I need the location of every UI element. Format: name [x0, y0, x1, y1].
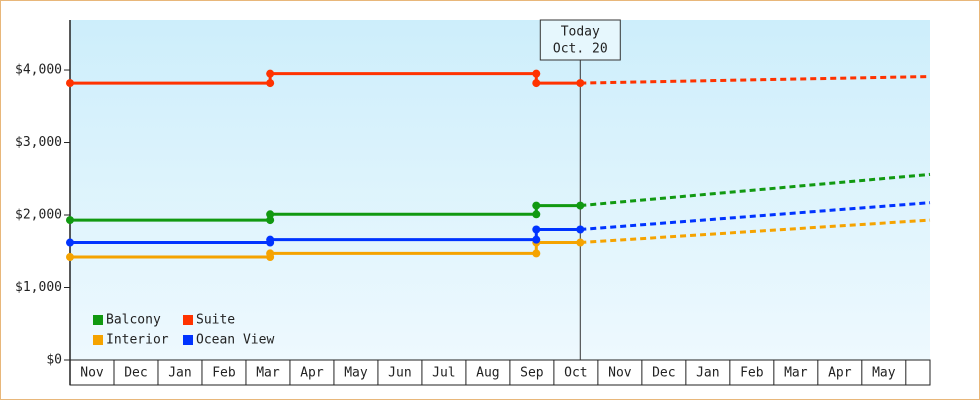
- y-tick-label: $0: [46, 353, 62, 368]
- point: [532, 225, 541, 234]
- x-tick-label: Dec: [652, 366, 675, 381]
- legend-label: Balcony: [106, 313, 161, 328]
- forecast-line: [580, 172, 931, 208]
- point: [576, 201, 585, 210]
- x-tick-label: Nov: [80, 366, 104, 381]
- legend-swatch: [93, 335, 103, 345]
- x-tick-label: Nov: [608, 366, 632, 381]
- x-tick-label: Apr: [300, 366, 324, 381]
- legend-swatch: [183, 335, 193, 345]
- point: [532, 210, 541, 219]
- plot-area: [70, 20, 930, 360]
- forecast-line: [580, 201, 931, 232]
- point: [266, 79, 275, 88]
- legend-swatch: [93, 315, 103, 325]
- y-tick-label: $2,000: [15, 208, 62, 223]
- x-tick-label: Jan: [696, 366, 719, 381]
- x-tick-label: Dec: [124, 366, 147, 381]
- y-tick-label: $4,000: [15, 63, 62, 78]
- x-tick-label: Feb: [740, 366, 764, 381]
- point: [532, 69, 541, 78]
- point: [66, 79, 74, 88]
- x-tick-label: May: [872, 366, 896, 381]
- legend-label: Suite: [196, 313, 235, 328]
- x-tick-label: Sep: [520, 366, 544, 381]
- x-tick-label: Jul: [432, 366, 455, 381]
- point: [66, 253, 74, 262]
- point: [532, 235, 541, 244]
- legend-label: Ocean View: [196, 333, 274, 348]
- point: [266, 210, 275, 219]
- forecast-line: [580, 218, 931, 245]
- point: [532, 201, 541, 210]
- point: [266, 69, 275, 78]
- point: [266, 216, 275, 225]
- x-tick-label: Mar: [256, 366, 280, 381]
- y-tick-label: $1,000: [15, 280, 62, 295]
- today-box: [539, 19, 621, 61]
- x-tick-label: Apr: [828, 366, 852, 381]
- legend-swatch: [183, 315, 193, 325]
- point: [66, 216, 74, 225]
- series-line: [70, 228, 581, 245]
- point: [266, 235, 275, 244]
- today-label: Today: [561, 25, 600, 40]
- x-tick-label: Jan: [168, 366, 191, 381]
- x-tick-label: Jun: [388, 366, 411, 381]
- x-tick-label: Mar: [784, 366, 808, 381]
- point: [576, 225, 585, 234]
- point: [532, 79, 541, 88]
- point: [532, 249, 541, 258]
- point: [576, 79, 585, 88]
- x-tick-label: May: [344, 366, 368, 381]
- series-line: [70, 241, 581, 259]
- series-line: [70, 204, 581, 222]
- y-tick-label: $3,000: [15, 135, 62, 150]
- point: [66, 238, 74, 247]
- point: [266, 249, 275, 258]
- x-tick-label: Aug: [476, 366, 499, 381]
- x-tick-label: Feb: [212, 366, 236, 381]
- forecast-line: [580, 75, 931, 85]
- point: [576, 238, 585, 247]
- legend-label: Interior: [106, 333, 169, 348]
- x-tick-label: Oct: [564, 366, 587, 381]
- series-line: [70, 72, 581, 85]
- today-label: Oct. 20: [553, 42, 608, 57]
